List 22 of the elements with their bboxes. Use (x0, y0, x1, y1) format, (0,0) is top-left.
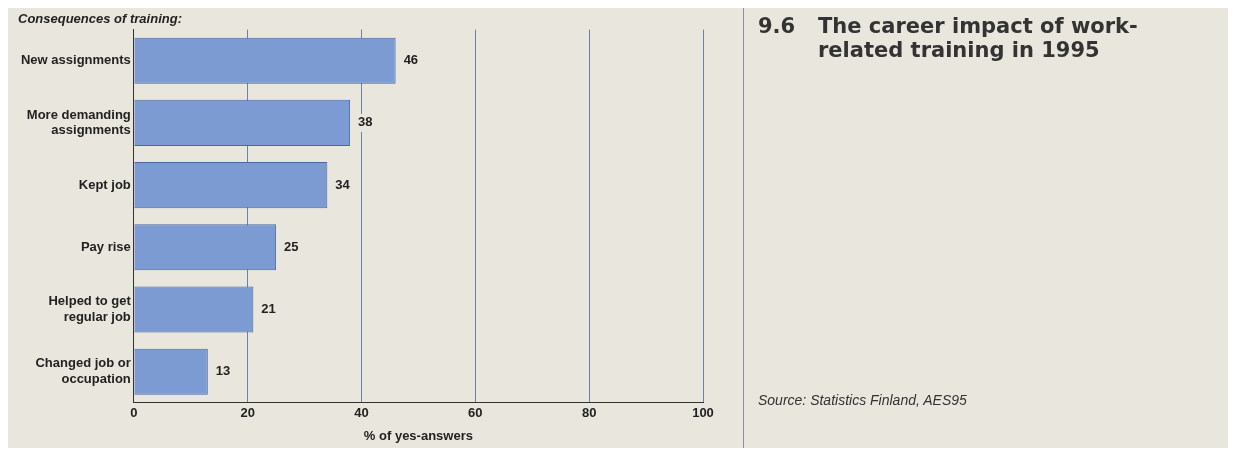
data-label: 34 (335, 176, 351, 192)
x-tick-label: 0 (130, 405, 138, 421)
data-label: 13 (215, 363, 231, 379)
y-tick-label: Kept job (78, 176, 131, 192)
y-axis-title: Consequences of training: (18, 11, 182, 27)
x-tick-label: 40 (354, 405, 369, 421)
data-label: 46 (403, 52, 419, 68)
data-label: 38 (358, 114, 373, 130)
y-tick-label: Pay rise (80, 238, 131, 254)
y-tick-label: Helped to get regular job (48, 293, 132, 324)
x-tick-label: 100 (692, 405, 714, 421)
x-tick-label: 60 (468, 405, 483, 421)
x-axis-title: % of yes-answers (363, 427, 473, 443)
y-tick-label: New assignments (20, 52, 131, 68)
text: 9.6 The career impact of work-related training in 1995 (758, 14, 1139, 62)
data-label: 25 (284, 238, 299, 254)
y-tick-label: More demanding assignments (26, 106, 131, 138)
source-note: Source: Statistics Finland, AES95 (758, 392, 967, 408)
x-tick-label: 80 (581, 405, 597, 421)
data-label: 21 (261, 301, 276, 317)
y-tick-label: Changed job or occupation (35, 355, 131, 387)
x-tick-label: 20 (240, 405, 255, 421)
